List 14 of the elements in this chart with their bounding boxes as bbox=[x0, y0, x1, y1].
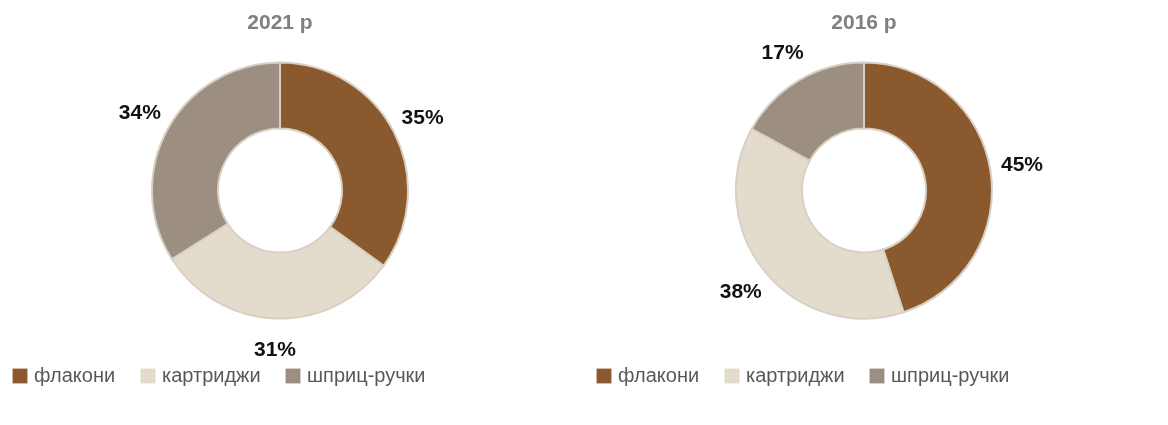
legend-label: шприц-ручки bbox=[891, 364, 1010, 386]
data-label: 38% bbox=[719, 279, 763, 303]
data-label: 35% bbox=[401, 104, 444, 128]
data-label: 17% bbox=[761, 39, 804, 63]
legend-label: флакони bbox=[618, 364, 700, 386]
legend-label: картриджи bbox=[746, 364, 845, 386]
data-label: 31% bbox=[253, 337, 297, 361]
chart-title: 2021 р bbox=[247, 10, 313, 33]
legend-label: флакони bbox=[34, 364, 116, 386]
data-label: 45% bbox=[1001, 152, 1044, 176]
legend-label: шприц-ручки bbox=[307, 364, 426, 386]
chart-title: 2016 р bbox=[831, 10, 897, 33]
data-label: 34% bbox=[118, 100, 162, 124]
legend-label: картриджи bbox=[162, 364, 261, 386]
